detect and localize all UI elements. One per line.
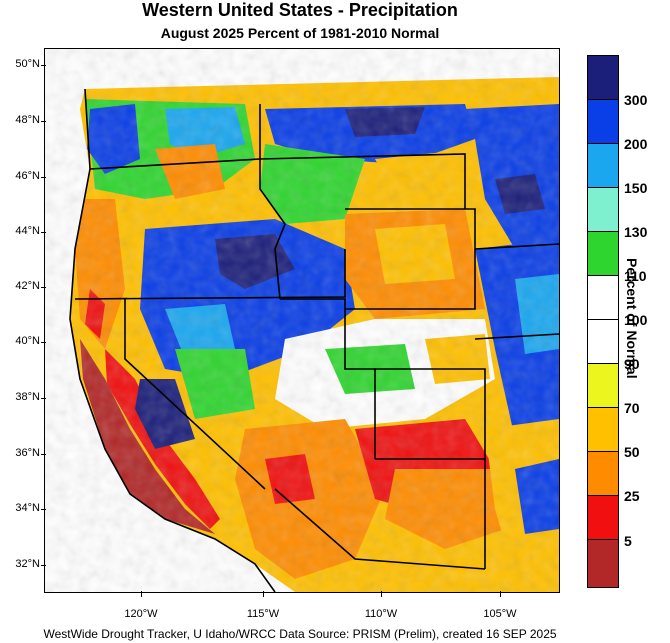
lat-label-40n: 40°N: [15, 335, 40, 347]
lat-tick: [41, 232, 46, 233]
lon-tick: [141, 591, 142, 597]
colorbar-swatch: [587, 495, 619, 540]
colorbar-label-25: 25: [624, 488, 640, 504]
precipitation-map: [44, 48, 560, 593]
lat-label-44n: 44°N: [15, 225, 40, 237]
colorbar-swatch: [587, 187, 619, 232]
colorbar-label-90: 90: [624, 356, 640, 372]
lon-label-105w: 105°W: [483, 608, 517, 620]
colorbar-label-70: 70: [624, 400, 640, 416]
lon-tick: [500, 591, 501, 597]
colorbar-swatch: [587, 363, 619, 408]
lat-label-50n: 50°N: [15, 58, 40, 70]
lat-tick: [41, 342, 46, 343]
colorbar-swatch: [587, 231, 619, 276]
lat-tick: [41, 509, 46, 510]
colorbar-label-110: 110: [624, 268, 647, 284]
lat-label-46n: 46°N: [15, 170, 40, 182]
lon-tick: [381, 591, 382, 597]
lat-label-48n: 48°N: [15, 114, 40, 126]
lat-label-36n: 36°N: [15, 447, 40, 459]
colorbar-swatch: [587, 55, 619, 100]
lat-tick: [41, 454, 46, 455]
colorbar-swatch: [587, 451, 619, 496]
lat-label-34n: 34°N: [15, 502, 40, 514]
lat-tick: [41, 177, 46, 178]
colorbar-title: Percent of Normal: [624, 258, 640, 379]
colorbar-label-5: 5: [624, 533, 632, 549]
colorbar-swatch: [587, 319, 619, 364]
map-graphic: [45, 49, 559, 592]
colorbar-swatch: [587, 275, 619, 320]
source-credit: WestWide Drought Tracker, U Idaho/WRCC D…: [43, 627, 557, 641]
lat-tick: [41, 65, 46, 66]
lat-label-32n: 32°N: [15, 558, 40, 570]
colorbar-swatch: [587, 99, 619, 144]
lat-tick: [41, 287, 46, 288]
lon-label-115w: 115°W: [246, 608, 280, 620]
colorbar: [587, 55, 619, 588]
lat-tick: [41, 121, 46, 122]
lat-label-42n: 42°N: [15, 280, 40, 292]
colorbar-swatch: [587, 539, 619, 588]
colorbar-label-50: 50: [624, 444, 640, 460]
lat-label-38n: 38°N: [15, 391, 40, 403]
lon-tick: [263, 591, 264, 597]
lon-label-120w: 120°W: [124, 608, 158, 620]
colorbar-label-130: 130: [624, 224, 648, 240]
map-title: Western United States - Precipitation: [142, 0, 458, 20]
colorbar-label-200: 200: [624, 136, 648, 152]
colorbar-label-100: 100: [624, 312, 648, 328]
lat-tick: [41, 565, 46, 566]
lon-label-110w: 110°W: [364, 608, 398, 620]
colorbar-swatch: [587, 407, 619, 452]
colorbar-label-150: 150: [624, 180, 648, 196]
lat-tick: [41, 398, 46, 399]
colorbar-swatch: [587, 143, 619, 188]
map-subtitle: August 2025 Percent of 1981-2010 Normal: [160, 25, 440, 41]
colorbar-label-300: 300: [624, 92, 648, 108]
